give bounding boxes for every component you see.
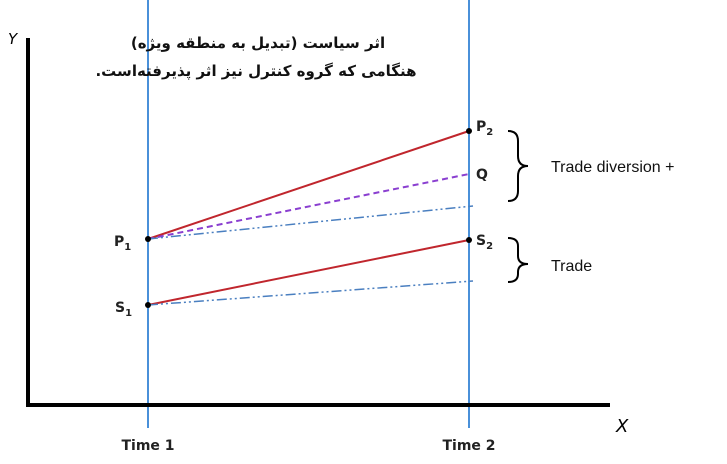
point-s1 xyxy=(145,302,151,308)
label-s2: S2 xyxy=(476,233,493,252)
label-sub: 1 xyxy=(124,242,131,253)
treated-line xyxy=(147,130,470,240)
label-sub: 2 xyxy=(486,127,493,138)
time1-label: Time 1 xyxy=(121,438,174,454)
label-main: P xyxy=(476,119,486,135)
point-p1 xyxy=(145,236,151,242)
x-axis-label: X xyxy=(615,416,629,437)
label-sub: 2 xyxy=(486,241,493,252)
label-q: Q xyxy=(476,167,488,183)
y-axis-label: Y xyxy=(8,30,19,48)
title-line2: هنگامی که گروه کنترل نیز اثر پذیرفته‌است… xyxy=(95,62,416,81)
point-p2 xyxy=(466,128,472,134)
label-s1: S1 xyxy=(115,300,132,319)
brace-lower xyxy=(507,237,529,283)
title-line1: اثر سیاست (تبدیل به منطقه ویژه) xyxy=(131,34,385,52)
control-line xyxy=(147,239,470,306)
time2-label: Time 2 xyxy=(442,438,495,454)
brace-upper xyxy=(507,130,529,202)
label-p1: P1 xyxy=(114,234,131,253)
trend-line xyxy=(147,205,474,240)
brace-lower-label: Trade xyxy=(551,258,592,275)
point-s2 xyxy=(466,237,472,243)
control-trend-line xyxy=(147,280,474,306)
label-main: S xyxy=(115,300,125,316)
label-main: S xyxy=(476,233,486,249)
label-sub: 1 xyxy=(125,308,132,319)
label-p2: P2 xyxy=(476,119,493,138)
counterfactual-line xyxy=(147,173,470,240)
brace-upper-label: Trade diversion + xyxy=(551,159,674,176)
label-main: P xyxy=(114,234,124,250)
